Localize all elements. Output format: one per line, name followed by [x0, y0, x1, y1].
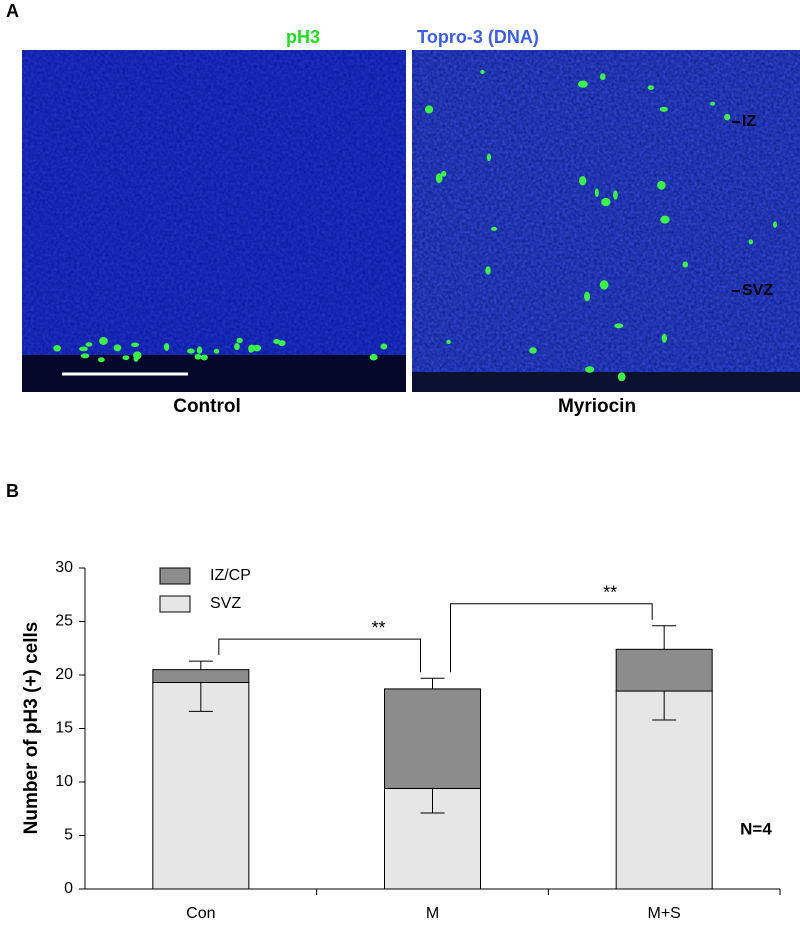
cell	[200, 354, 208, 361]
cell	[614, 323, 624, 329]
cell	[601, 197, 611, 207]
cell	[682, 261, 689, 268]
cell	[194, 353, 202, 360]
significance-bracket	[218, 638, 421, 673]
cell	[213, 348, 220, 354]
legend-swatch	[159, 567, 191, 585]
cell	[80, 353, 90, 359]
stain-label: Topro-3 (DNA)	[417, 27, 539, 47]
cell	[248, 344, 254, 353]
cell	[491, 226, 497, 231]
significance-label: **	[603, 583, 617, 603]
cell	[369, 353, 378, 361]
cell	[79, 346, 88, 352]
y-tick-label: 0	[64, 880, 73, 897]
cell	[187, 348, 195, 354]
cell	[584, 366, 595, 373]
cell	[659, 106, 668, 112]
bar-segment	[615, 690, 713, 890]
cell	[97, 357, 105, 363]
bar-segment	[152, 681, 250, 890]
cell	[584, 291, 591, 302]
cell	[724, 113, 731, 121]
cell	[613, 190, 618, 200]
cell	[133, 356, 139, 362]
stain-label: pH3	[286, 27, 320, 47]
zone-label: IZ	[742, 113, 756, 130]
error-bar	[652, 691, 677, 721]
cell	[131, 342, 140, 347]
panel-label: A	[6, 1, 19, 21]
cell	[529, 347, 537, 354]
cell	[710, 101, 715, 106]
error-bar	[188, 660, 213, 670]
cell	[594, 188, 599, 197]
cell	[617, 372, 626, 382]
cell	[234, 343, 240, 351]
cell	[748, 239, 754, 245]
error-bar	[188, 682, 213, 712]
cell	[599, 73, 606, 81]
cell	[657, 180, 666, 190]
y-tick-label: 30	[55, 559, 73, 576]
cell	[772, 221, 778, 228]
y-tick-label: 20	[55, 666, 73, 683]
bar-segment	[615, 648, 713, 692]
cell	[480, 69, 485, 75]
error-bar	[420, 677, 445, 689]
bar-segment	[384, 688, 481, 789]
x-tick-label: Con	[186, 905, 215, 922]
cell	[380, 343, 388, 350]
stained-cells	[53, 69, 778, 382]
x-tick-label: M	[426, 905, 439, 922]
cell	[446, 339, 451, 345]
legend-label: IZ/CP	[210, 567, 251, 584]
bar-segment	[152, 669, 250, 683]
cell	[441, 170, 447, 177]
cell	[660, 215, 670, 224]
cell	[579, 175, 587, 186]
cell	[435, 173, 443, 184]
y-tick-label: 25	[55, 613, 73, 630]
cell	[485, 266, 491, 275]
micrograph	[22, 50, 406, 392]
x-tick-label: M+S	[647, 905, 680, 922]
cell	[424, 105, 434, 114]
cell	[599, 280, 609, 290]
cell	[647, 85, 655, 90]
cell	[122, 355, 130, 361]
y-tick-label: 15	[55, 720, 73, 737]
cell	[486, 153, 492, 162]
panel-label: B	[6, 481, 19, 501]
y-tick-label: 5	[64, 827, 73, 844]
cell	[236, 337, 243, 344]
error-bar	[420, 788, 445, 814]
micrograph	[412, 50, 800, 392]
plot: 0 5 10 15 20 25 30 Con M M+S IZ/CP SVZ ** **	[55, 559, 781, 922]
error-bar	[652, 625, 677, 650]
cell	[278, 340, 286, 347]
cell	[196, 346, 203, 354]
cell	[113, 344, 122, 352]
cell	[661, 333, 668, 343]
cell	[53, 344, 62, 352]
note: N=4	[740, 819, 772, 838]
significance-label: **	[371, 618, 385, 638]
significance-bracket	[450, 603, 653, 673]
legend-label: SVZ	[210, 595, 241, 612]
cell	[577, 80, 588, 88]
y-axis-label: Number of pH3 (+) cells	[21, 622, 42, 835]
cell	[99, 337, 108, 345]
y-tick-label: 10	[55, 773, 73, 790]
legend-swatch	[159, 595, 191, 613]
cell	[163, 343, 170, 351]
zone-label: SVZ	[742, 282, 773, 299]
cell	[253, 344, 262, 352]
image-label: Myriocin	[558, 396, 636, 417]
cell	[85, 342, 93, 347]
image-label: Control	[173, 396, 241, 417]
